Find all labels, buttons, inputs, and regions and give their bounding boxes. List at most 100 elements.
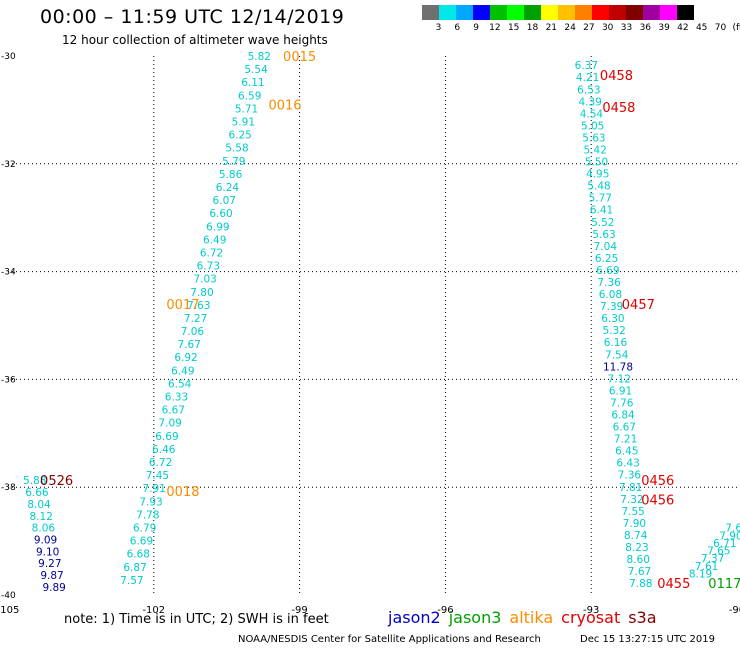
- wave-height-label: 5.91: [232, 116, 255, 128]
- wave-height-label: 6.08: [599, 289, 622, 301]
- legend-s3a: s3a: [628, 608, 657, 627]
- wave-height-label: 7.80: [190, 287, 213, 299]
- wave-height-label: 5.54: [244, 64, 268, 76]
- wave-height-label: 5.48: [587, 181, 610, 193]
- lon-tick-label: -93: [583, 605, 599, 616]
- color-scale-label: 21: [545, 23, 558, 33]
- wave-height-label: 7.88: [629, 578, 652, 590]
- wave-height-label: 6.69: [596, 265, 619, 277]
- satellite-legend: jason2 jason3 altika cryosat s3a: [388, 608, 665, 627]
- wave-height-label: 11.78: [603, 361, 633, 373]
- color-swatch-15: [677, 5, 694, 20]
- color-scale-label: 12: [489, 23, 501, 33]
- wave-height-label: 8.12: [30, 511, 53, 523]
- wave-height-label: 7.12: [608, 373, 631, 385]
- wave-height-label: 4.54: [580, 108, 604, 120]
- wave-height-label: 7.78: [136, 509, 159, 521]
- wave-height-label: 6.41: [590, 205, 613, 217]
- wave-height-label: 7.61: [695, 561, 718, 573]
- map-tick-labels: -105 -102 -99 -96 -93 -90 -30 -32 -34 -36 -38 -40: [0, 52, 740, 616]
- color-scale-label: 27: [583, 23, 595, 33]
- wave-height-label: 7.06: [181, 326, 205, 338]
- color-swatch-6: [524, 5, 541, 20]
- wave-height-label: 6.91: [609, 385, 632, 397]
- wave-height-label: 8.06: [32, 523, 56, 535]
- wave-height-label: 8.23: [625, 542, 648, 554]
- color-swatch-14: [660, 5, 677, 20]
- color-swatch-10: [592, 5, 609, 20]
- color-swatch-12: [626, 5, 643, 20]
- color-scale-label: 24: [564, 23, 576, 33]
- color-swatch-2: [456, 5, 473, 20]
- wave-height-label: 8.74: [624, 530, 648, 542]
- color-swatch-11: [609, 5, 626, 20]
- wave-height-label: 5.05: [581, 120, 604, 132]
- wave-height-label: 6.72: [200, 247, 223, 259]
- wave-height-label: 6.16: [604, 337, 628, 349]
- color-swatch-5: [507, 5, 524, 20]
- pass-time-label: 0458: [602, 101, 635, 116]
- wave-height-label: 6.11: [241, 77, 264, 89]
- color-swatch-3: [473, 5, 490, 20]
- color-scale-label: (ft): [732, 23, 740, 33]
- color-swatch-0: [422, 5, 439, 20]
- wave-height-label: 8.60: [627, 554, 650, 566]
- wave-height-label: 7.45: [146, 470, 169, 482]
- wave-height-label: 5.63: [582, 132, 605, 144]
- wave-height-label: 6.71: [713, 538, 736, 550]
- wave-height-label: 6.84: [611, 409, 635, 421]
- color-scale-label: 30: [601, 23, 614, 33]
- color-scale-label: 70: [714, 23, 727, 33]
- pass-time-label: 0455: [657, 577, 690, 592]
- wave-height-label: 7.67: [178, 339, 201, 351]
- wave-height-label: 6.53: [577, 84, 600, 96]
- lat-tick-label: -38: [1, 483, 16, 493]
- wave-height-label: 4.21: [576, 72, 599, 84]
- color-scale-label: 9: [473, 23, 479, 33]
- lat-tick-label: -36: [1, 375, 16, 385]
- pass-time-label: 0015: [283, 50, 316, 65]
- color-swatch-13: [643, 5, 660, 20]
- wave-height-label: 9.09: [34, 534, 57, 546]
- pass-time-label: 0457: [622, 298, 655, 313]
- wave-height-label: 5.82: [248, 51, 271, 63]
- wave-height-label: 7.36: [597, 277, 621, 289]
- wave-height-label: 6.43: [616, 458, 639, 470]
- lon-tick-label: -102: [142, 605, 165, 616]
- pass-time-label: 0017: [166, 298, 199, 313]
- wave-height-label: 5.79: [222, 156, 245, 168]
- color-scale-label: 36: [639, 23, 652, 33]
- pass-time-label: 0016: [268, 99, 301, 114]
- wave-height-label: 7.63: [187, 300, 210, 312]
- wave-height-label: 9.89: [42, 582, 65, 594]
- wave-height-label: 8.04: [27, 499, 51, 511]
- wave-height-label: 6.45: [615, 446, 638, 458]
- wave-height-label: 5.42: [584, 144, 607, 156]
- color-swatch-4: [490, 5, 507, 20]
- credit-line: NOAA/NESDIS Center for Satellite Applica…: [238, 634, 541, 645]
- wave-height-label: 7.27: [184, 313, 207, 325]
- color-scale: [422, 5, 694, 20]
- wave-height-label: 5.71: [235, 103, 258, 115]
- wave-height-label: 6.49: [171, 365, 194, 377]
- wave-height-label: 6.87: [123, 562, 146, 574]
- wave-height-label: 5.86: [219, 169, 243, 181]
- wave-height-label: 5.58: [225, 143, 248, 155]
- wave-height-label: 6.60: [209, 208, 232, 220]
- pass-time-label: 0117: [708, 577, 740, 592]
- wave-height-label: 6.46: [152, 444, 176, 456]
- pass-time-label: 0456: [641, 474, 674, 489]
- footer-note: note: 1) Time is in UTC; 2) SWH is in fe…: [64, 612, 329, 627]
- wave-height-label: 7.21: [614, 434, 637, 446]
- color-scale-label: 33: [620, 23, 633, 33]
- wave-height-label: 9.27: [38, 558, 61, 570]
- color-swatch-7: [541, 5, 558, 20]
- color-scale-label: 6: [454, 23, 461, 33]
- wave-height-label: 5.52: [591, 217, 614, 229]
- wave-height-label: 7.90: [719, 530, 740, 542]
- wave-height-label: 7.36: [618, 470, 642, 482]
- color-scale-label: 3: [435, 23, 442, 33]
- wave-height-label: 6.73: [197, 261, 220, 273]
- wave-height-label: 8.19: [689, 568, 712, 580]
